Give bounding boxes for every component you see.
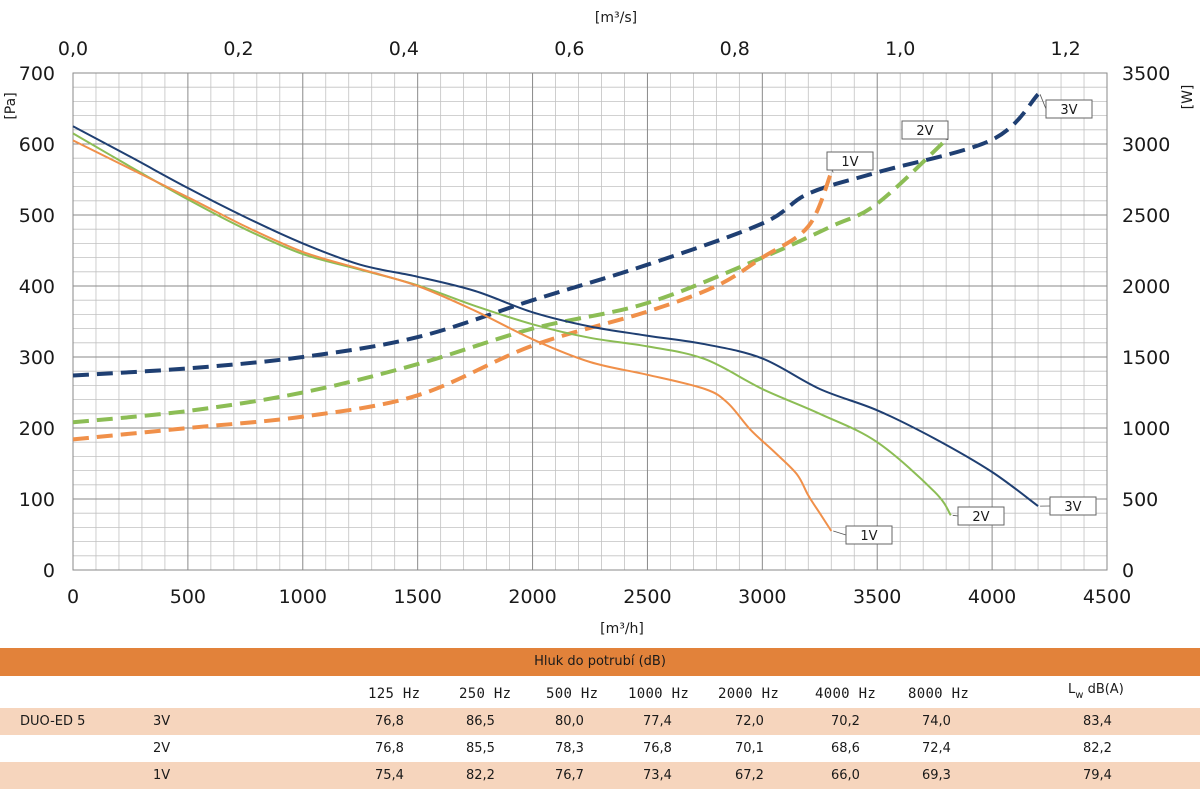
y-left-unit: [Pa] [3,92,19,119]
y-right-tick-label: 3500 [1122,63,1170,85]
band-header: 2000 Hz [718,676,779,712]
major-grid [73,73,1107,570]
noise-value: 72,4 [922,735,951,762]
speed-label: 2V [153,735,170,762]
speed-label: 3V [153,708,170,735]
noise-value: 66,0 [831,762,860,789]
y-left-tick-label: 0 [43,560,55,582]
noise-value: 77,4 [643,708,672,735]
noise-value: 80,0 [555,708,584,735]
curve-tags: 3V 2V 1V 3V 2V 1V [827,94,1096,544]
y-right-tick-label: 2500 [1122,205,1170,227]
y-right-tick-label: 1000 [1122,418,1170,440]
noise-value: 69,3 [922,762,951,789]
tag-leader-line [833,531,846,535]
power-tag-2v: 2V [902,121,948,140]
band-header: 500 Hz [546,676,598,712]
total-header-suffix: dB(A) [1083,682,1123,697]
total-header: Lw dB(A) [1068,672,1124,709]
y-right-tick-label: 1500 [1122,347,1170,369]
noise-row-1v: 1V 75,4 82,2 76,7 73,4 67,2 66,0 69,3 79… [0,762,1200,789]
noise-total: 83,4 [1083,708,1112,735]
tag-label: 1V [841,155,858,170]
x-bottom-tick-label: 1500 [393,586,441,608]
noise-header-row: 125 Hz 250 Hz 500 Hz 1000 Hz 2000 Hz 400… [0,676,1200,708]
x-bottom-tick-label: 0 [67,586,79,608]
noise-value: 76,8 [643,735,672,762]
x-top-tick-label: 1,2 [1051,38,1081,60]
noise-value: 74,0 [922,708,951,735]
y-right-unit: [W] [1180,85,1196,110]
noise-value: 67,2 [735,762,764,789]
x-top-tick-label: 1,0 [885,38,915,60]
x-bottom-tick-label: 4000 [968,586,1016,608]
x-bottom-tick-label: 3500 [853,586,901,608]
y-right-tick-label: 500 [1122,489,1158,511]
tag-leader-line [953,515,958,516]
noise-value: 70,1 [735,735,764,762]
tag-label: 2V [916,124,933,139]
pressure-tag-2v: 2V [953,507,1004,525]
tag-label: 3V [1060,103,1077,118]
noise-value: 85,5 [466,735,495,762]
power-tag-1v: 1V [827,152,873,172]
x-bottom-tick-label: 3000 [738,586,786,608]
noise-value: 76,8 [375,735,404,762]
y-right-tick-label: 2000 [1122,276,1170,298]
y-left-tick-label: 600 [19,134,55,156]
y-left-tick-label: 500 [19,205,55,227]
noise-value: 78,3 [555,735,584,762]
x-top-tick-label: 0,6 [554,38,584,60]
noise-table-title: Hluk do potrubí (dB) [0,648,1200,676]
y-right-tick-label: 0 [1122,560,1134,582]
noise-table: Hluk do potrubí (dB) 125 Hz 250 Hz 500 H… [0,648,1200,789]
pressure-tag-3v: 3V [1040,497,1096,515]
x-top-unit: [m³/s] [595,10,637,26]
noise-value: 68,6 [831,735,860,762]
model-name: DUO-ED 5 [20,708,85,735]
noise-value: 76,7 [555,762,584,789]
x-bottom-tick-label: 1000 [279,586,327,608]
tag-label: 2V [972,510,989,525]
noise-row-2v: 2V 76,8 85,5 78,3 76,8 70,1 68,6 72,4 82… [0,735,1200,762]
x-bottom-tick-label: 2000 [508,586,556,608]
noise-value: 72,0 [735,708,764,735]
x-bottom-tick-label: 2500 [623,586,671,608]
band-header: 250 Hz [459,676,511,712]
minor-grid [73,73,1107,570]
noise-total: 82,2 [1083,735,1112,762]
x-bottom-tick-label: 500 [170,586,206,608]
plot-border [73,73,1107,570]
x-top-tick-label: 0,0 [58,38,88,60]
y-left-tick-label: 400 [19,276,55,298]
noise-value: 73,4 [643,762,672,789]
noise-value: 76,8 [375,708,404,735]
x-top-tick-label: 0,8 [720,38,750,60]
x-top-tick-label: 0,2 [223,38,253,60]
y-left-tick-label: 200 [19,418,55,440]
y-left-tick-label: 100 [19,489,55,511]
band-header: 125 Hz [368,676,420,712]
band-header: 1000 Hz [628,676,689,712]
y-left-tick-label: 300 [19,347,55,369]
noise-value: 75,4 [375,762,404,789]
speed-label: 1V [153,762,170,789]
noise-value: 82,2 [466,762,495,789]
total-header-subscript: w [1075,690,1083,701]
x-bottom-tick-label: 4500 [1083,586,1131,608]
noise-value: 70,2 [831,708,860,735]
band-header: 8000 Hz [908,676,969,712]
x-bottom-unit: [m³/h] [600,621,644,637]
noise-total: 79,4 [1083,762,1112,789]
x-top-tick-label: 0,4 [389,38,419,60]
noise-value: 86,5 [466,708,495,735]
noise-row-3v: DUO-ED 5 3V 76,8 86,5 80,0 77,4 72,0 70,… [0,708,1200,735]
tag-label: 3V [1064,500,1081,515]
y-left-tick-label: 700 [19,63,55,85]
band-header: 4000 Hz [815,676,876,712]
y-right-tick-label: 3000 [1122,134,1170,156]
tag-label: 1V [860,529,877,544]
